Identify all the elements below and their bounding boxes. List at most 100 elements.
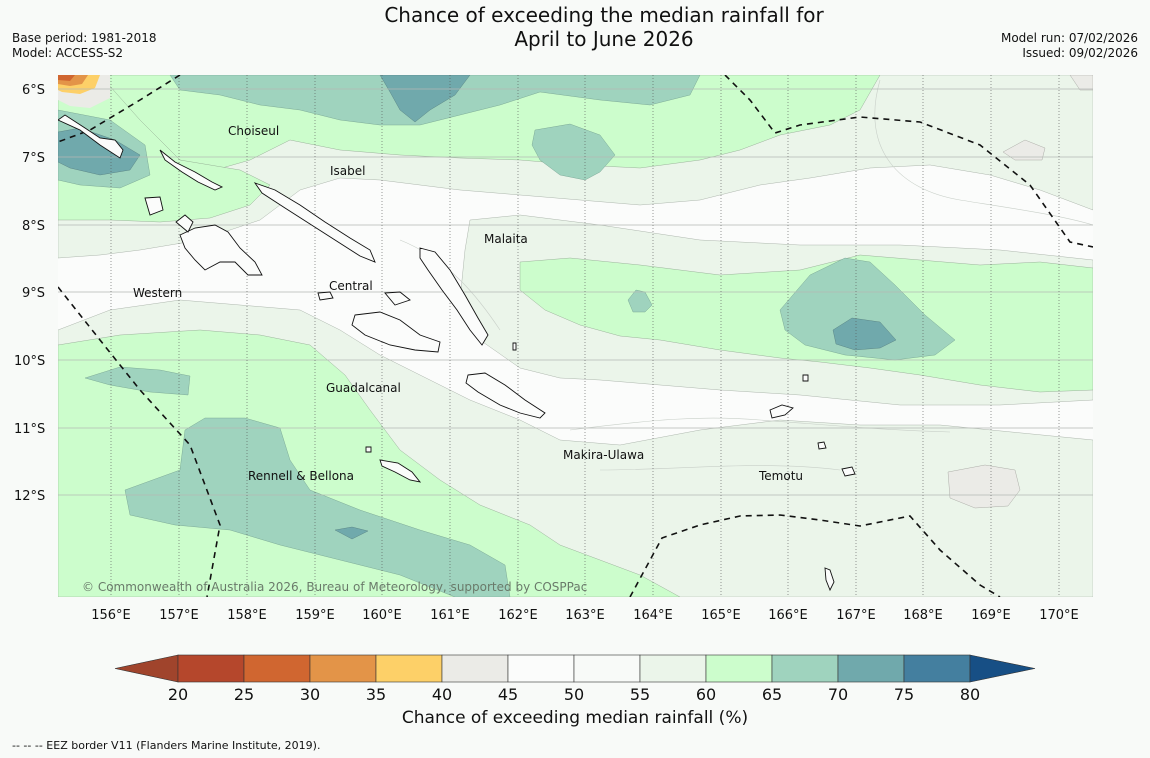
colorbar-tick-label: 35 bbox=[366, 685, 386, 704]
colorbar-segment bbox=[441, 654, 509, 683]
lon-label: 160°E bbox=[362, 608, 402, 623]
province-label-makira-ulawa: Makira-Ulawa bbox=[563, 448, 644, 462]
lat-label: 6°S bbox=[22, 83, 45, 98]
issued-date: Issued: 09/02/2026 bbox=[1022, 46, 1138, 60]
lat-label: 11°S bbox=[14, 422, 45, 437]
colorbar-arrow-low bbox=[114, 654, 179, 683]
lon-label: 165°E bbox=[701, 608, 741, 623]
lon-label: 157°E bbox=[159, 608, 199, 623]
probability-field-60-65-south bbox=[58, 329, 681, 597]
model-name: Model: ACCESS-S2 bbox=[12, 46, 124, 60]
copyright-notice: © Commonwealth of Australia 2026, Bureau… bbox=[82, 580, 588, 594]
colorbar-tick-label: 20 bbox=[168, 685, 188, 704]
contour-lines bbox=[399, 79, 1093, 471]
latitude-gridlines bbox=[58, 88, 1093, 496]
colorbar-tick-label: 25 bbox=[234, 685, 254, 704]
probability-field-70-75-east bbox=[832, 317, 897, 351]
island-nggela bbox=[384, 291, 411, 306]
colorbar-tick-label: 50 bbox=[564, 685, 584, 704]
probability-field-70-75-south bbox=[334, 526, 369, 540]
probability-field-70-75-north bbox=[379, 75, 471, 123]
island-kolombangara bbox=[175, 214, 194, 233]
colorbar-segment bbox=[573, 654, 641, 683]
province-label-central: Central bbox=[329, 279, 373, 293]
colorbar-segment bbox=[507, 654, 575, 683]
base-period: Base period: 1981-2018 bbox=[12, 31, 157, 45]
lat-label: 12°S bbox=[14, 489, 45, 504]
colorbar: 20 25 30 35 40 45 50 55 60 65 70 75 80 bbox=[114, 654, 1036, 704]
island-santa-cruz bbox=[769, 404, 794, 419]
lon-label: 170°E bbox=[1039, 608, 1079, 623]
colorbar-tick-label: 30 bbox=[300, 685, 320, 704]
colorbar-segment bbox=[705, 654, 773, 683]
province-label-temotu: Temotu bbox=[758, 469, 803, 483]
island-rennell bbox=[379, 459, 422, 483]
coastlines bbox=[58, 114, 856, 592]
island-isabel bbox=[253, 182, 376, 263]
island-reef-islands bbox=[802, 374, 809, 382]
island-vanuatu-north bbox=[824, 567, 835, 592]
colorbar-label: Chance of exceeding median rainfall (%) bbox=[401, 708, 749, 728]
island-tikopia bbox=[841, 466, 856, 477]
island-new-georgia bbox=[179, 224, 263, 276]
island-malaita bbox=[419, 247, 489, 346]
province-label-malaita: Malaita bbox=[484, 232, 528, 246]
island-western-north bbox=[144, 196, 164, 216]
province-label-western: Western bbox=[133, 286, 182, 300]
colorbar-segment bbox=[375, 654, 443, 683]
eez-border bbox=[58, 75, 1093, 597]
colorbar-segment bbox=[903, 654, 971, 683]
eez-legend-note: -- -- -- EEZ border V11 (Flanders Marine… bbox=[12, 739, 321, 752]
colorbar-tick-label: 75 bbox=[894, 685, 914, 704]
probability-field-40-45-east bbox=[947, 464, 1021, 509]
lon-label: 166°E bbox=[768, 608, 808, 623]
map-area: Choiseul Isabel Malaita Western Central … bbox=[58, 75, 1093, 597]
model-run: Model run: 07/02/2026 bbox=[1000, 31, 1138, 45]
lon-labels: 156°E 157°E 158°E 159°E 160°E 161°E 162°… bbox=[91, 608, 1079, 623]
lon-label: 159°E bbox=[295, 608, 335, 623]
lon-label: 163°E bbox=[565, 608, 605, 623]
probability-field-65-70-small bbox=[627, 289, 653, 313]
colorbar-segment bbox=[309, 654, 377, 683]
lat-label: 10°S bbox=[14, 354, 45, 369]
colorbar-tick-label: 40 bbox=[432, 685, 452, 704]
colorbar-tick-label: 70 bbox=[828, 685, 848, 704]
probability-field-40-45-northeast bbox=[1002, 139, 1046, 161]
lon-label: 167°E bbox=[836, 608, 876, 623]
island-makira bbox=[465, 372, 546, 419]
island-bougainville bbox=[58, 114, 124, 159]
colorbar-segment bbox=[771, 654, 839, 683]
colorbar-tick-label: 65 bbox=[762, 685, 782, 704]
lat-label: 9°S bbox=[22, 286, 45, 301]
lat-label: 8°S bbox=[22, 219, 45, 234]
lon-label: 158°E bbox=[227, 608, 267, 623]
province-label-choiseul: Choiseul bbox=[228, 124, 279, 138]
colorbar-arrow-high bbox=[969, 654, 1036, 683]
lon-label: 169°E bbox=[971, 608, 1011, 623]
meta-right: Model run: 07/02/2026 Issued: 09/02/2026 bbox=[1001, 31, 1138, 61]
title-line-2: April to June 2026 bbox=[514, 27, 694, 51]
colorbar-segment bbox=[177, 654, 245, 683]
province-label-guadalcanal: Guadalcanal bbox=[326, 381, 401, 395]
island-ulawa bbox=[512, 342, 517, 351]
title-line-1: Chance of exceeding the median rainfall … bbox=[384, 3, 824, 27]
lon-label: 161°E bbox=[430, 608, 470, 623]
island-bellona bbox=[365, 446, 372, 453]
meta-left: Base period: 1981-2018 Model: ACCESS-S2 bbox=[12, 31, 157, 61]
province-label-isabel: Isabel bbox=[330, 164, 365, 178]
island-guadalcanal bbox=[351, 311, 441, 353]
lon-label: 162°E bbox=[498, 608, 538, 623]
colorbar-tick-label: 80 bbox=[960, 685, 980, 704]
province-label-rennell-bellona: Rennell & Bellona bbox=[248, 469, 354, 483]
island-vanikoro bbox=[817, 441, 827, 450]
colorbar-tick-label: 60 bbox=[696, 685, 716, 704]
colorbar-segment bbox=[837, 654, 905, 683]
lon-label: 156°E bbox=[91, 608, 131, 623]
island-russell bbox=[317, 291, 334, 301]
lat-label: 7°S bbox=[22, 151, 45, 166]
lon-label: 168°E bbox=[903, 608, 943, 623]
colorbar-segment bbox=[639, 654, 707, 683]
colorbar-tick-label: 55 bbox=[630, 685, 650, 704]
probability-field-65-70-east bbox=[779, 257, 956, 361]
